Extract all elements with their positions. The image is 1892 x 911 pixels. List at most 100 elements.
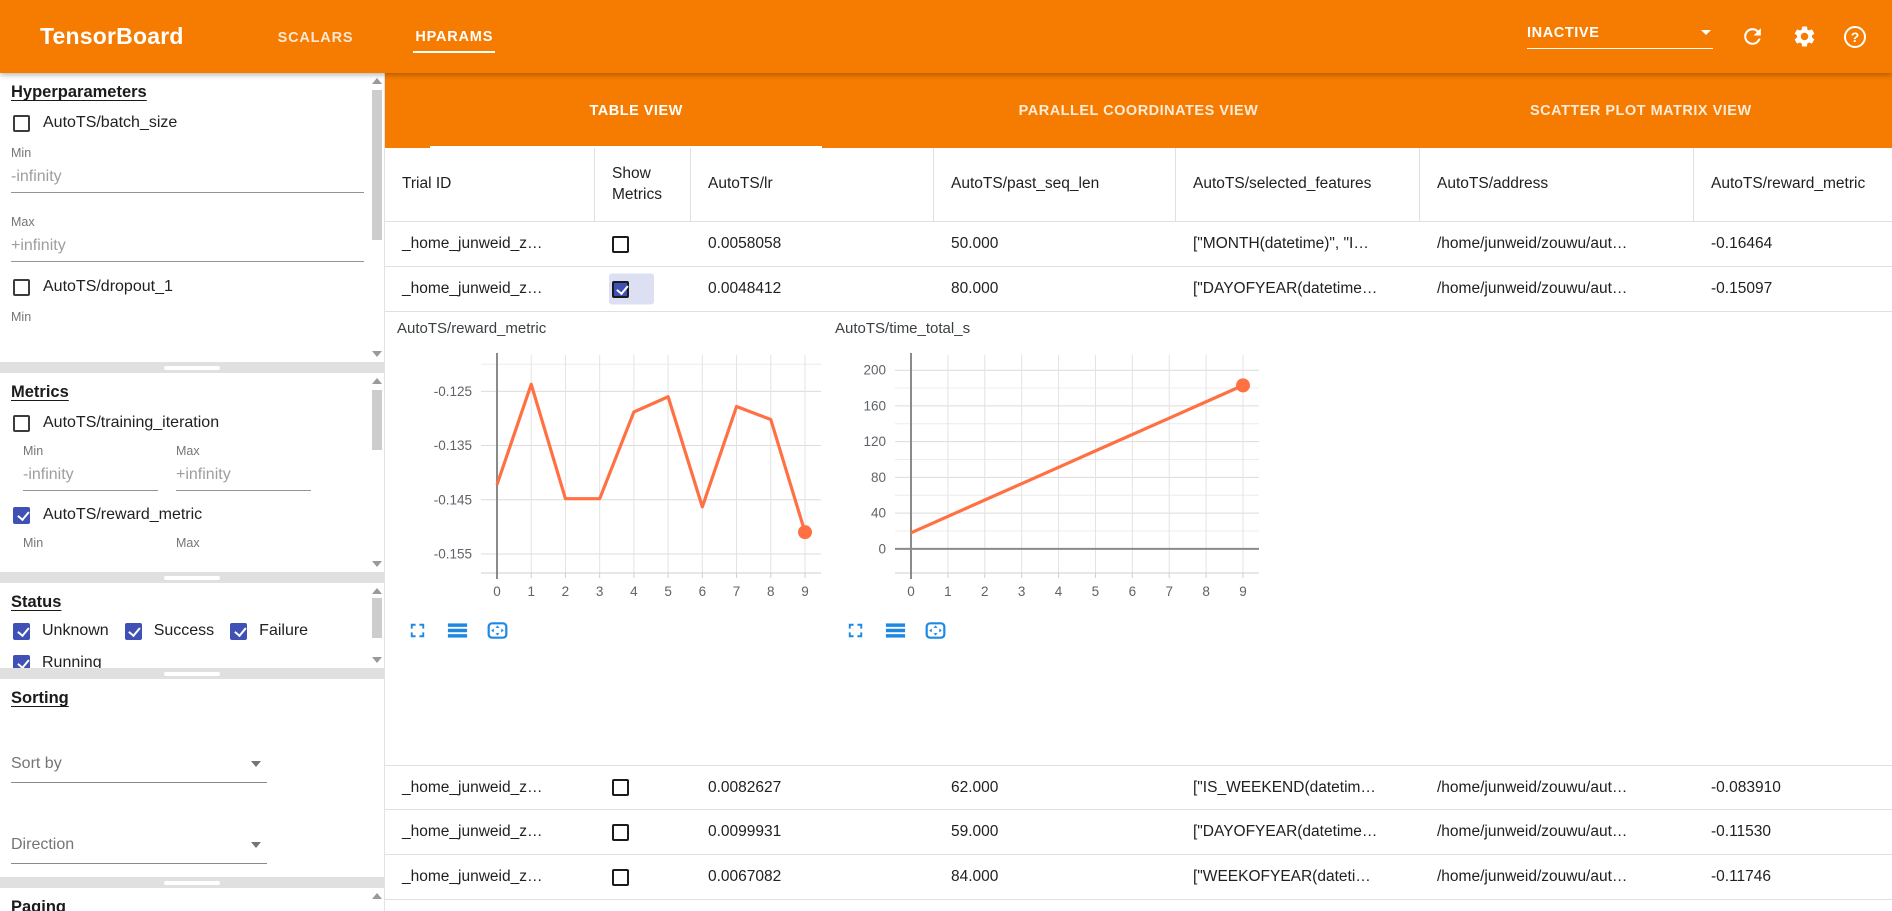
reward-metric-chart: AutoTS/reward_metric -0.125 -0.135 -0.145-… xyxy=(395,318,833,642)
past-seq-len-cell: 84.000 xyxy=(951,868,999,885)
chevron-down-icon xyxy=(251,842,261,848)
tab-scalars[interactable]: SCALARS xyxy=(277,29,354,46)
lr-cell: 0.0067082 xyxy=(708,868,782,885)
hparam-dropout-label: AutoTS/dropout_1 xyxy=(43,278,173,295)
show-metrics-checkbox[interactable] xyxy=(612,868,629,886)
show-metrics-cell xyxy=(595,855,691,899)
sort-by-label: Sort by xyxy=(11,755,62,772)
svg-text:7: 7 xyxy=(733,584,741,599)
svg-text:5: 5 xyxy=(1092,584,1100,599)
chart-toolbar xyxy=(833,610,1271,642)
status-success-checkbox[interactable] xyxy=(124,622,142,640)
scroll-thumb[interactable] xyxy=(372,390,382,450)
scroll-down-arrow[interactable] xyxy=(372,657,382,663)
show-metrics-cell xyxy=(595,810,691,854)
fullscreen-icon[interactable] xyxy=(844,619,867,642)
table-header: Trial ID Show Metrics AutoTS/lr AutoTS/p… xyxy=(385,148,1892,222)
scroll-thumb[interactable] xyxy=(372,90,382,240)
svg-text:200: 200 xyxy=(863,363,886,378)
runs-selector-icon[interactable] xyxy=(884,619,907,642)
time-total-chart: AutoTS/time_total_s 0 40 80 120 160 200 0 1 2 3 4 5… xyxy=(833,318,1271,642)
svg-text:2: 2 xyxy=(562,584,570,599)
fit-to-domain-icon[interactable] xyxy=(486,619,509,642)
table-row-selected: _home_junweid_z… 0.0048412 80.000 ["DAYO… xyxy=(385,267,1892,312)
tab-scatter-plot-matrix-view[interactable]: SCATTER PLOT MATRIX VIEW xyxy=(1529,102,1752,119)
tab-hparams[interactable]: HPARAMS xyxy=(413,21,496,53)
hparam-dropout-row: AutoTS/dropout_1 xyxy=(13,278,371,296)
table-row: _home_junweid_z… 0.0058058 50.000 ["MONT… xyxy=(385,222,1892,267)
status-unknown-label: Unknown xyxy=(42,622,109,639)
panel-splitter[interactable] xyxy=(0,877,384,888)
batch-size-min-field: Min xyxy=(11,146,364,193)
time-total-chart-plot[interactable]: 0 40 80 120 160 200 0 1 2 3 4 5 6 7 8 9 xyxy=(833,343,1271,605)
table-row: _home_junweid_z… 0.0099931 59.000 ["DAYO… xyxy=(385,810,1892,855)
scroll-up-arrow[interactable] xyxy=(372,78,382,84)
scroll-up-arrow[interactable] xyxy=(372,378,382,384)
help-icon[interactable]: ? xyxy=(1844,25,1866,48)
status-failure-checkbox[interactable] xyxy=(230,622,248,640)
scroll-down-arrow[interactable] xyxy=(372,561,382,567)
chart-title: AutoTS/time_total_s xyxy=(835,320,971,337)
show-metrics-checkbox[interactable] xyxy=(612,823,629,841)
reload-status-select[interactable]: INACTIVE xyxy=(1527,25,1713,49)
svg-text:-0.135: -0.135 xyxy=(434,438,472,453)
show-metrics-cell xyxy=(595,222,691,266)
status-running-checkbox[interactable] xyxy=(13,654,30,668)
svg-text:40: 40 xyxy=(871,506,886,521)
direction-select[interactable]: Direction xyxy=(11,836,267,864)
batch-size-max-field: Max xyxy=(11,215,364,262)
batch-size-min-input[interactable] xyxy=(11,162,364,193)
show-metrics-checkbox[interactable] xyxy=(612,280,629,298)
training-iteration-min-input[interactable] xyxy=(23,460,158,491)
hparam-batch-size-checkbox[interactable] xyxy=(13,114,30,132)
col-lr: AutoTS/lr xyxy=(691,148,934,221)
tab-table-view[interactable]: TABLE VIEW xyxy=(385,73,887,148)
panel-splitter[interactable] xyxy=(0,362,384,373)
settings-icon[interactable] xyxy=(1792,24,1817,49)
paging-heading: Paging xyxy=(11,898,67,911)
trial-id-cell: _home_junweid_z… xyxy=(402,823,543,840)
fit-to-domain-icon[interactable] xyxy=(924,619,947,642)
trial-id-cell: _home_junweid_z… xyxy=(402,235,543,252)
panel-splitter[interactable] xyxy=(0,572,384,583)
selected-features-cell: ["MONTH(datetime)", "I… xyxy=(1193,235,1369,252)
scroll-down-arrow[interactable] xyxy=(372,351,382,357)
runs-selector-icon[interactable] xyxy=(446,619,469,642)
fullscreen-icon[interactable] xyxy=(406,619,429,642)
panel-splitter[interactable] xyxy=(0,668,384,679)
status-success-label: Success xyxy=(153,622,215,639)
show-metrics-checkbox[interactable] xyxy=(612,779,629,796)
max-label: Max xyxy=(176,536,200,550)
scrollbar xyxy=(371,76,383,359)
hparam-dropout-checkbox[interactable] xyxy=(13,278,30,296)
min-label: Min xyxy=(11,310,32,324)
selected-features-cell: ["DAYOFYEAR(datetime… xyxy=(1193,823,1378,840)
scroll-up-arrow[interactable] xyxy=(372,893,382,899)
refresh-icon[interactable] xyxy=(1740,24,1765,49)
svg-text:4: 4 xyxy=(1055,584,1063,599)
view-tabs: TABLE VIEW PARALLEL COORDINATES VIEW SCA… xyxy=(385,73,1892,148)
tab-parallel-coordinates-view[interactable]: PARALLEL COORDINATES VIEW xyxy=(1018,102,1259,119)
training-iteration-max-input[interactable] xyxy=(176,460,311,491)
app-bar: TensorBoard SCALARS HPARAMS INACTIVE ? xyxy=(0,0,1892,73)
svg-text:6: 6 xyxy=(699,584,707,599)
scroll-thumb[interactable] xyxy=(372,598,382,638)
svg-text:6: 6 xyxy=(1129,584,1137,599)
col-selected-features: AutoTS/selected_features xyxy=(1176,148,1420,221)
show-metrics-checkbox[interactable] xyxy=(612,235,629,253)
past-seq-len-cell: 62.000 xyxy=(951,778,999,796)
col-trial-id: Trial ID xyxy=(385,148,595,221)
sort-by-select[interactable]: Sort by xyxy=(11,755,267,783)
metric-reward-checkbox[interactable] xyxy=(13,506,30,524)
hyperparameters-heading: Hyperparameters xyxy=(11,83,147,101)
lr-cell: 0.0058058 xyxy=(708,235,782,252)
status-unknown-checkbox[interactable] xyxy=(13,622,30,640)
scroll-up-arrow[interactable] xyxy=(372,588,382,594)
status-option-failure: Failure xyxy=(230,622,308,640)
reward-metric-cell: -0.16464 xyxy=(1711,235,1773,252)
batch-size-max-input[interactable] xyxy=(11,231,364,262)
reward-metric-chart-plot[interactable]: -0.125 -0.135 -0.145 -0.155 0 1 2 3 4 5 6 7 8 9 xyxy=(395,343,833,605)
metric-reward-label: AutoTS/reward_metric xyxy=(43,506,203,523)
past-seq-len-cell: 50.000 xyxy=(951,235,999,252)
metric-training-iteration-checkbox[interactable] xyxy=(13,414,30,432)
